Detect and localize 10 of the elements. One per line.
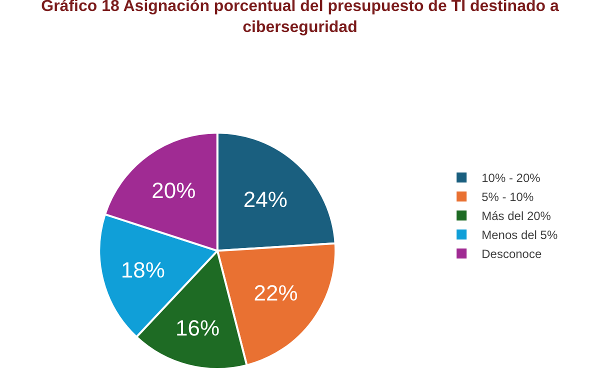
data-label: 16% (176, 316, 220, 341)
data-label: 20% (152, 178, 196, 204)
legend-label: 10% - 20% (482, 171, 541, 186)
data-label: 24% (243, 187, 288, 212)
legend-label: Menos del 5% (482, 228, 558, 242)
legend-label: Más del 20% (482, 209, 552, 224)
data-label: 18% (120, 257, 165, 282)
data-label: 22% (254, 280, 298, 306)
legend-label: Desconoce (482, 247, 542, 262)
legend-label: 5% - 10% (482, 190, 534, 204)
